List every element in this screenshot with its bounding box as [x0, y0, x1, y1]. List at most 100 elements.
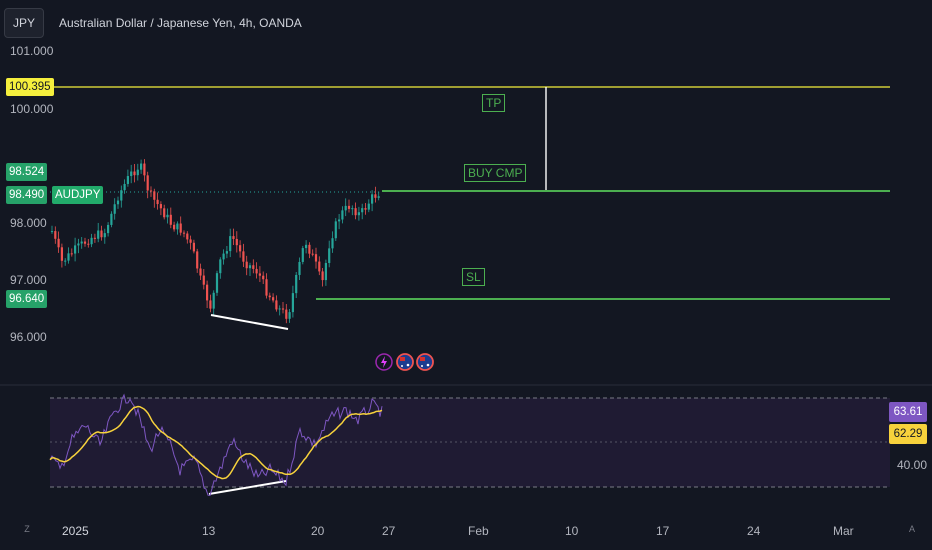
candle-body: [354, 208, 357, 216]
time-tick: 24: [747, 524, 761, 538]
candle-body: [123, 183, 126, 191]
candle-body: [222, 253, 225, 260]
candle-body: [245, 261, 248, 269]
candle-body: [206, 284, 209, 301]
rsi-level-tick: 40.00: [897, 458, 928, 472]
rsi-value-tag: 63.61: [889, 402, 927, 422]
candle-body: [291, 293, 294, 313]
candle-body: [50, 231, 54, 233]
candle-body: [232, 236, 235, 239]
time-tick: 2025: [62, 524, 89, 538]
candle-body: [159, 204, 162, 209]
candle-body: [212, 292, 215, 309]
candle-body: [60, 247, 63, 261]
candle-body: [278, 308, 281, 310]
candle-body: [140, 163, 143, 170]
candle-body: [83, 241, 87, 244]
candle-body: [186, 233, 189, 240]
price-tick: 100.000: [10, 102, 54, 116]
candle-body: [120, 190, 123, 201]
rsi-ma-value-tag: 62.29: [889, 424, 927, 444]
candle-body: [133, 171, 136, 176]
candle-body: [179, 223, 182, 233]
price-tick: 97.000: [10, 273, 47, 287]
candle-body: [357, 212, 360, 216]
zoom-reset-button[interactable]: Z: [24, 524, 30, 534]
candle-body: [110, 213, 113, 225]
candle-body: [97, 230, 100, 239]
candle-body: [262, 275, 265, 280]
candle-body: [308, 244, 311, 254]
candle-body: [116, 200, 120, 205]
australia-flag-icon: [416, 353, 434, 371]
rsi-ma-line: [49, 405, 383, 480]
time-tick: 27: [382, 524, 396, 538]
candle-body: [301, 248, 304, 262]
candle-body: [225, 251, 228, 254]
candle-body: [136, 169, 139, 176]
candle-body: [90, 237, 93, 245]
candle-body: [80, 241, 83, 244]
candle-body: [258, 273, 261, 276]
candle-body: [199, 268, 202, 276]
candle-body: [295, 274, 298, 294]
candle-body: [338, 219, 341, 222]
candle-body: [351, 208, 354, 210]
rsi-divergence-line: [208, 480, 287, 495]
candle-body: [248, 265, 252, 269]
time-tick: 20: [311, 524, 325, 538]
symbol-button[interactable]: JPY: [4, 8, 44, 38]
buy-cmp-label[interactable]: BUY CMP: [464, 164, 527, 182]
candle-body: [255, 268, 258, 274]
candle-body: [328, 248, 331, 263]
candle-body: [268, 295, 271, 298]
australia-flag-icon: [396, 353, 414, 371]
chart-title: Australian Dollar / Japanese Yen, 4h, OA…: [59, 16, 302, 30]
candle-body: [143, 163, 146, 176]
candle-body: [163, 208, 166, 218]
candle-body: [113, 204, 116, 214]
candle-body: [64, 260, 67, 262]
time-tick: 13: [202, 524, 216, 538]
candle-body: [126, 176, 129, 184]
price-tick: 101.000: [10, 44, 54, 58]
tp-price-tag: 100.395: [6, 78, 54, 96]
candle-body: [318, 261, 321, 272]
candle-body: [298, 261, 301, 275]
price-tick: 98.000: [10, 216, 47, 230]
auto-scale-button[interactable]: A: [908, 524, 915, 534]
sl-label[interactable]: SL: [462, 268, 485, 286]
price-divergence-line: [210, 314, 289, 330]
candle-body: [341, 210, 344, 220]
candle-body: [374, 194, 377, 198]
candle-body: [314, 254, 318, 262]
candle-body: [156, 199, 159, 205]
candle-body: [103, 233, 106, 238]
candle-body: [347, 205, 351, 209]
candle-body: [285, 309, 288, 319]
candle-body: [272, 297, 275, 301]
candles: [50, 159, 380, 324]
sl-price-tag: 96.640: [6, 290, 48, 308]
candle-body: [242, 251, 245, 262]
candle-body: [229, 236, 232, 252]
time-tick: 17: [656, 524, 670, 538]
candle-body: [173, 224, 176, 230]
time-tick: Mar: [833, 524, 854, 538]
candle-body: [281, 308, 285, 310]
candle-body: [202, 275, 205, 285]
tp-label[interactable]: TP: [482, 94, 506, 112]
candle-body: [182, 232, 186, 234]
candle-body: [130, 171, 133, 177]
candle-body: [361, 208, 364, 213]
candle-body: [67, 253, 70, 261]
last-price-tag: 98.490: [6, 186, 48, 204]
candle-body: [364, 208, 367, 210]
candle-body: [305, 244, 308, 249]
candle-body: [235, 238, 238, 246]
candle-body: [252, 265, 255, 269]
candle-body: [209, 300, 212, 309]
candle-body: [334, 221, 337, 239]
